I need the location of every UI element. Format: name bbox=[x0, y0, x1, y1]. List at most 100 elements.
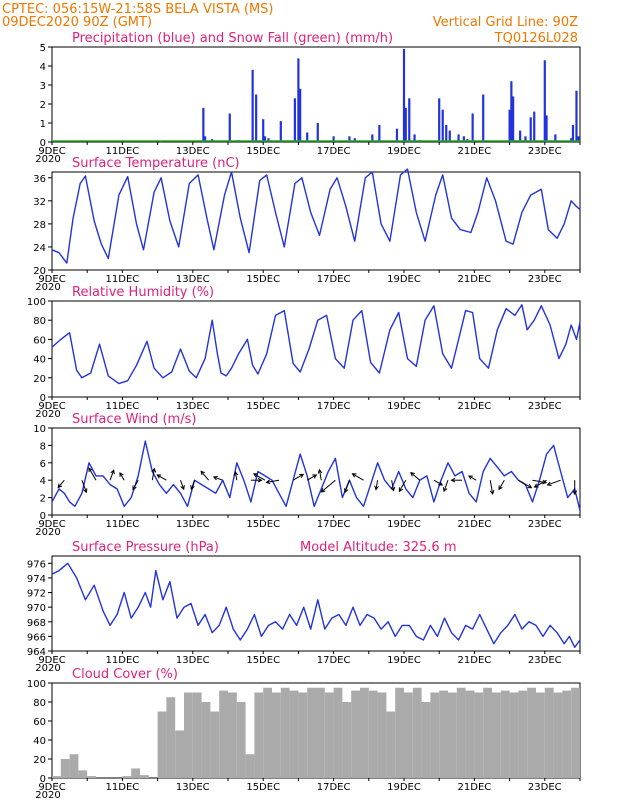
precip-bar bbox=[279, 121, 282, 142]
pressure-y-tick-label: 970 bbox=[27, 603, 46, 614]
wind-arrow-head bbox=[212, 475, 218, 481]
cloud-x-tick-label: 23DEC bbox=[528, 782, 562, 793]
pressure-y-tick-label: 968 bbox=[27, 618, 46, 629]
precip-bar bbox=[457, 134, 460, 142]
wind-arrow bbox=[57, 479, 65, 488]
cloud-bar bbox=[430, 692, 440, 778]
wind-y-tick-label: 8 bbox=[40, 441, 46, 452]
cloud-bar bbox=[87, 776, 96, 778]
cloud-bar bbox=[236, 702, 246, 778]
precip-y-tick-label: 4 bbox=[40, 62, 46, 73]
cloud-bar bbox=[412, 687, 422, 778]
pressure-panel: 964 966 968 970 972 974 976 9DEC 11DEC 13DEC 15DEC… bbox=[27, 555, 581, 674]
cloud-y-tick-label: 40 bbox=[33, 736, 46, 747]
precip-bar bbox=[262, 119, 265, 142]
pressure-x-tick-label: 9DEC bbox=[38, 655, 65, 666]
cloud-bar bbox=[439, 690, 448, 778]
precip-bar bbox=[371, 134, 374, 142]
cloud-bar bbox=[333, 687, 343, 778]
cloud-y-tick-label: 0 bbox=[40, 774, 46, 785]
pressure-y-tick-label: 974 bbox=[27, 574, 46, 585]
precip-bar bbox=[267, 138, 270, 142]
wind-arrow bbox=[119, 472, 125, 481]
temp-x-tick-label: 11DEC bbox=[106, 274, 140, 285]
wind-arrow bbox=[375, 480, 379, 490]
wind-arrow bbox=[352, 473, 364, 481]
precip-bar bbox=[571, 124, 575, 142]
cloud-bar bbox=[272, 692, 281, 778]
wind-arrow-head bbox=[88, 467, 93, 473]
wind-arrow bbox=[81, 480, 87, 493]
precip-bar bbox=[204, 136, 207, 142]
wind-y-tick-label: 10 bbox=[33, 424, 46, 435]
wind-arrow bbox=[547, 479, 561, 486]
wind-arrow-head bbox=[110, 469, 115, 475]
temp-x-tick-label: 19DEC bbox=[387, 274, 421, 285]
wind-arrow-head bbox=[200, 470, 206, 476]
cloud-bar bbox=[492, 692, 501, 778]
precip-bar bbox=[332, 136, 335, 142]
wind-arrow bbox=[266, 479, 280, 483]
cloud-bar bbox=[571, 687, 580, 778]
pressure-x-tick-label: 11DEC bbox=[106, 655, 140, 666]
precip-bar bbox=[577, 136, 580, 142]
pressure-x-tick-label: 19DEC bbox=[387, 655, 421, 666]
cloud-y-tick-label: 80 bbox=[33, 698, 46, 709]
wind-arrow bbox=[109, 470, 115, 481]
humidity-y-tick-label: 40 bbox=[33, 355, 46, 366]
precip-bar bbox=[512, 96, 515, 142]
cloud-year-label: 2020 bbox=[35, 790, 60, 800]
pressure-y-tick-label: 964 bbox=[27, 647, 46, 658]
cloud-bar bbox=[395, 687, 404, 778]
cloud-bar bbox=[263, 687, 272, 778]
cloud-bar bbox=[342, 702, 352, 778]
wind-arrow bbox=[132, 479, 139, 490]
precip-bar bbox=[482, 94, 485, 142]
pressure-title: Surface Pressure (hPa) bbox=[72, 540, 219, 555]
model-altitude-note: Model Altitude: 325.6 m bbox=[300, 540, 457, 555]
temp-y-tick-label: 24 bbox=[33, 243, 46, 254]
precip-bar bbox=[533, 111, 536, 142]
precip-x-tick-label: 15DEC bbox=[246, 146, 280, 157]
wind-arrow-head bbox=[180, 485, 185, 491]
pressure-x-tick-label: 13DEC bbox=[176, 655, 210, 666]
precip-bar bbox=[255, 94, 258, 142]
humidity-y-tick-label: 80 bbox=[33, 316, 46, 327]
precip-bar bbox=[448, 130, 451, 142]
precip-year-label: 2020 bbox=[35, 154, 60, 165]
cloud-bar bbox=[474, 692, 484, 778]
wind-x-tick-label: 21DEC bbox=[458, 519, 492, 530]
wind-arrow-head bbox=[312, 474, 318, 479]
cloud-bar bbox=[368, 690, 378, 778]
cloud-panel: 0 20 40 60 80 100 9DEC 11DEC 13DEC 15DEC 17DEC 19DE… bbox=[27, 679, 581, 800]
wind-arrow bbox=[398, 479, 407, 492]
pressure-frame bbox=[51, 555, 581, 652]
precip-bar bbox=[519, 130, 522, 142]
temp-frame bbox=[51, 171, 581, 271]
humidity-y-tick-label: 0 bbox=[40, 393, 46, 404]
cloud-bar bbox=[60, 759, 70, 778]
cloud-bar bbox=[201, 702, 211, 778]
pressure-y-tick-label: 966 bbox=[27, 632, 46, 643]
wind-x-tick-label: 13DEC bbox=[176, 519, 210, 530]
cloud-bar bbox=[131, 768, 140, 778]
wind-arrow-head bbox=[265, 479, 271, 485]
wind-arrow-head bbox=[119, 472, 124, 477]
precip-bar bbox=[570, 138, 573, 142]
cloud-bar bbox=[289, 690, 299, 778]
wind-arrow-head bbox=[320, 488, 326, 493]
wind-arrow bbox=[253, 473, 266, 481]
cloud-bar bbox=[465, 690, 475, 778]
cloud-bar bbox=[184, 692, 193, 778]
precip-bar bbox=[408, 98, 411, 142]
cloud-bar bbox=[307, 687, 316, 778]
wind-arrow bbox=[306, 474, 317, 481]
precip-bar bbox=[441, 109, 444, 142]
precip-bar bbox=[575, 90, 578, 142]
wind-arrow-head bbox=[351, 473, 357, 478]
humidity-year-label: 2020 bbox=[35, 409, 60, 420]
pressure-x-tick-label: 23DEC bbox=[528, 655, 562, 666]
wind-arrow-head bbox=[442, 487, 448, 493]
cloud-bar bbox=[52, 776, 61, 778]
cloud-bar bbox=[448, 692, 457, 778]
